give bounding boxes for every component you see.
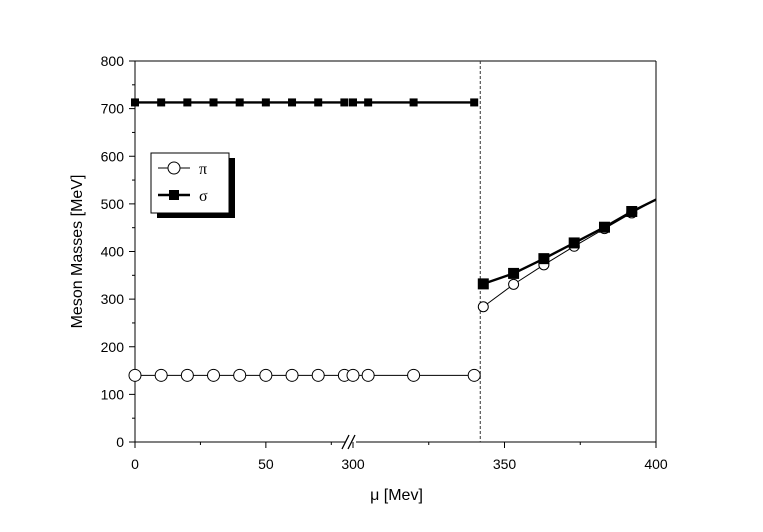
pi-point: [154, 368, 168, 382]
axis-break-mark: [341, 434, 350, 450]
pi-point: [259, 368, 273, 382]
pi-point: [477, 301, 489, 313]
sigma-point: [288, 98, 297, 107]
pi-point: [361, 368, 375, 382]
sigma-point: [261, 98, 270, 107]
legend-pi-marker: [167, 161, 181, 175]
sigma-point: [568, 237, 580, 249]
y-tick-label: 800: [101, 53, 125, 69]
pi-point: [180, 368, 194, 382]
y-tick-label: 200: [101, 339, 125, 355]
sigma-point: [626, 205, 638, 217]
sigma-point: [157, 98, 166, 107]
axis-break-mark: [347, 434, 356, 450]
x-tick-label: 50: [258, 456, 274, 472]
pi-point: [508, 278, 520, 290]
y-axis-title: Meson Masses [MeV]: [69, 175, 86, 329]
pi-point: [407, 368, 421, 382]
y-tick-label: 600: [101, 148, 125, 164]
x-tick-label: 0: [131, 456, 139, 472]
sigma-point: [598, 221, 610, 233]
y-tick-label: 700: [101, 101, 125, 117]
sigma-point: [409, 98, 418, 107]
pi-point: [285, 368, 299, 382]
x-tick-label: 300: [341, 456, 365, 472]
sigma-point: [235, 98, 244, 107]
x-axis-title: μ [Mev]: [370, 487, 423, 504]
pi-point: [311, 368, 325, 382]
pi-point: [128, 368, 142, 382]
sigma-point: [364, 98, 373, 107]
legend-sigma-marker: [169, 190, 179, 200]
legend-label-pi: π: [199, 161, 207, 178]
sigma-point: [340, 98, 349, 107]
pi-point: [467, 368, 481, 382]
sigma-point: [508, 267, 520, 279]
y-tick-label: 500: [101, 196, 125, 212]
pi-point: [346, 368, 360, 382]
pi-point: [233, 368, 247, 382]
y-tick-label: 300: [101, 291, 125, 307]
y-tick-label: 400: [101, 244, 125, 260]
sigma-point: [538, 253, 550, 265]
sigma-point: [477, 278, 489, 290]
sigma-point: [209, 98, 218, 107]
y-tick-label: 100: [101, 386, 125, 402]
x-tick-label: 350: [493, 456, 517, 472]
x-tick-label: 400: [644, 456, 668, 472]
sigma-point: [183, 98, 192, 107]
y-tick-label: 0: [116, 434, 124, 450]
sigma-point: [314, 98, 323, 107]
sigma-point: [349, 98, 357, 107]
sigma-point: [470, 98, 479, 107]
pi-point: [207, 368, 221, 382]
sigma-point: [131, 98, 139, 107]
legend-box: [150, 152, 230, 214]
legend-label-sigma: σ: [199, 188, 208, 205]
